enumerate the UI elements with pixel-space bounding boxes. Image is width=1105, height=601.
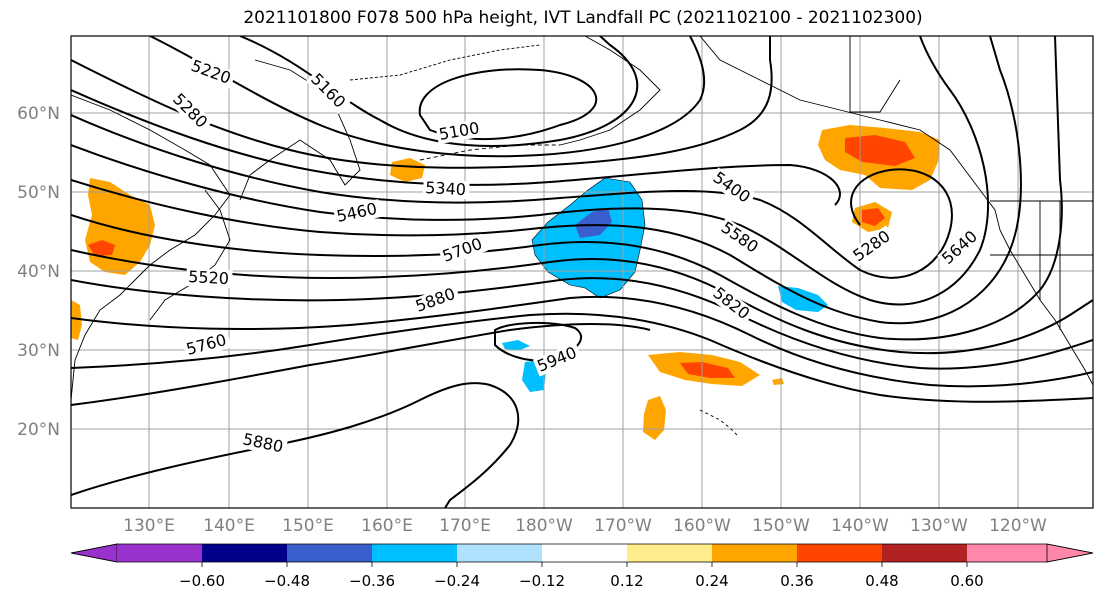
lon-label-130w: 130°W <box>910 516 968 536</box>
lon-label-160w: 160°W <box>673 516 731 536</box>
ivt-negative-core <box>575 208 612 238</box>
ivt-core-low-center <box>862 208 885 226</box>
contour-5700 <box>71 277 1093 370</box>
colorbar-tick-label-3: −0.36 <box>349 572 395 590</box>
contour-5580 <box>71 36 1063 341</box>
lon-label-140w: 140°W <box>831 516 889 536</box>
colorbar-bin-6 <box>542 544 627 562</box>
colorbar-bin-2 <box>202 544 287 562</box>
lon-label-170e: 170°E <box>439 516 491 536</box>
lon-label-150w: 150°W <box>752 516 810 536</box>
contour-5340 <box>71 89 841 206</box>
contour-5760 <box>71 295 1093 388</box>
map-panel: 5220 5160 5280 5100 5340 5460 5400 5700 … <box>71 36 1093 508</box>
lon-label-180w: 180°W <box>515 516 573 536</box>
contour-label-5520: 5520 <box>188 267 230 288</box>
lon-label-150e: 150°E <box>282 516 334 536</box>
colorbar-tick-label-7: 0.24 <box>695 572 728 590</box>
lat-label-40: 40°N <box>17 262 60 282</box>
contour-5940 <box>494 321 583 362</box>
map-frame <box>70 35 1094 509</box>
contour-5220 <box>149 36 706 158</box>
ivt-blob-kurils <box>390 158 425 182</box>
coast-north-america <box>999 229 1093 386</box>
lat-label-30: 30°N <box>17 341 60 361</box>
colorbar-bin-5 <box>457 544 542 562</box>
colorbar-bin-9 <box>797 544 882 562</box>
lat-label-20: 20°N <box>17 420 60 440</box>
contour-5880 <box>71 323 651 406</box>
lat-label-60: 60°N <box>17 104 60 124</box>
ivt-core-subtropical <box>680 362 735 378</box>
border-canada <box>849 36 901 113</box>
contour-5400 <box>71 114 953 279</box>
contour-5100 <box>418 68 598 141</box>
colorbar-tick-label-5: −0.12 <box>519 572 565 590</box>
lon-label-130e: 130°E <box>123 516 175 536</box>
colorbar-bin-11 <box>967 544 1047 562</box>
colorbar-ticks <box>201 562 968 567</box>
colorbar-tick-label-9: 0.48 <box>865 572 898 590</box>
ivt-core-asia <box>88 240 115 256</box>
colorbar-bin-8 <box>712 544 797 562</box>
lon-label-120w: 120°W <box>989 516 1047 536</box>
contour-5640 <box>71 249 1093 355</box>
colorbar-tick-label-10: 0.60 <box>950 572 983 590</box>
colorbar-extend-low <box>70 543 118 563</box>
lon-label-140e: 140°E <box>203 516 255 536</box>
ivt-negative-coast <box>778 286 828 312</box>
colorbar-bin-3 <box>287 544 372 562</box>
colorbar-bin-4 <box>372 544 457 562</box>
coast-japan <box>149 189 231 321</box>
coast-alaska <box>559 36 661 146</box>
coast-alaska-south <box>699 36 1001 231</box>
lat-label-50: 50°N <box>17 183 60 203</box>
coast-bering <box>349 44 541 81</box>
ivt-blob-coast <box>71 300 82 340</box>
colorbar-extend-high <box>1046 543 1094 563</box>
lat-labels: 60°N 50°N 40°N 30°N 20°N <box>17 104 60 440</box>
ivt-core-gulf-alaska <box>845 135 915 166</box>
contour-5820 <box>71 312 1093 403</box>
colorbar-tick-label-2: −0.48 <box>264 572 310 590</box>
coast-aleutians <box>419 144 560 161</box>
lon-labels: 130°E 140°E 150°E 160°E 170°E 180°W 170°… <box>123 516 1047 536</box>
coast-hawaii <box>699 409 739 437</box>
lon-label-160e: 160°E <box>361 516 413 536</box>
colorbar-tick-labels: −0.60 −0.48 −0.36 −0.24 −0.12 0.12 0.24 … <box>179 572 984 590</box>
ivt-negative-small-1 <box>502 340 530 350</box>
colorbar-tick-label-4: −0.24 <box>434 572 480 590</box>
contour-5460 <box>71 36 990 306</box>
colorbar-tick-label-1: −0.60 <box>179 572 225 590</box>
graticule <box>71 36 1093 508</box>
colorbar-tick-label-6: 0.12 <box>610 572 643 590</box>
colorbar-tick-label-8: 0.36 <box>780 572 813 590</box>
contour-5520 <box>71 36 1022 325</box>
contour-5880-south <box>71 382 520 508</box>
map-title: 2021101800 F078 500 hPa height, IVT Land… <box>243 8 923 28</box>
colorbar-bin-10 <box>882 544 967 562</box>
colorbar: −0.60 −0.48 −0.36 −0.24 −0.12 0.12 0.24 … <box>70 543 1094 590</box>
contour-label-5340: 5340 <box>425 178 467 199</box>
ivt-shading <box>71 125 940 440</box>
colorbar-bin-7 <box>627 544 712 562</box>
lon-label-170w: 170°W <box>594 516 652 536</box>
colorbar-bin-0 <box>117 544 202 562</box>
colorbar-outline <box>70 543 1094 563</box>
